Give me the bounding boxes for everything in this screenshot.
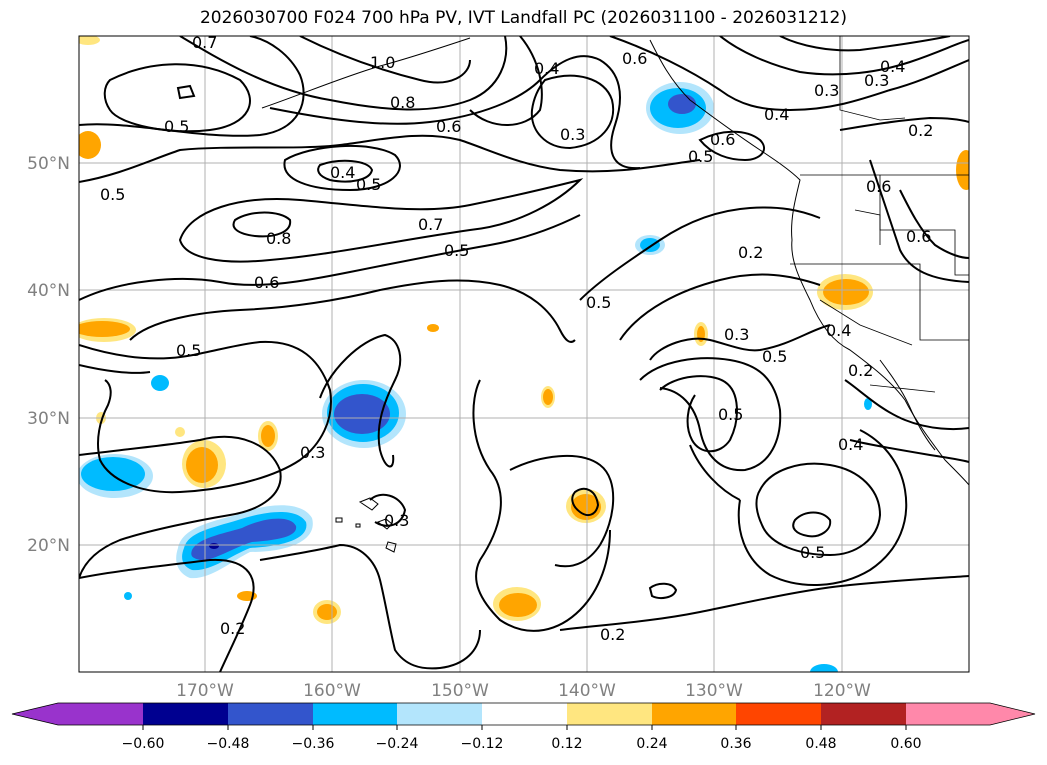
contour-label: 0.5 [100,185,125,204]
contour-label: 0.4 [330,163,355,182]
contour-label: 0.5 [176,341,201,360]
lon-label: 150°W [431,681,489,701]
contour-label: 0.5 [586,293,611,312]
contour-label: 0.3 [300,443,325,462]
colorbar-segment [313,703,397,725]
contour-label: 0.8 [266,229,291,248]
contour-label: 0.2 [738,243,763,262]
colorbar-tick: 0.36 [720,736,751,752]
colorbar-tick: −0.60 [122,736,165,752]
contour-label: 0.5 [688,147,713,166]
colorbar-segment [652,703,736,725]
colorbar-segment [228,703,313,725]
colorbar-segment [482,703,567,725]
lat-label: 50°N [27,154,70,174]
colorbar-segment [736,703,821,725]
contour-label: 0.4 [838,435,863,454]
lon-label: 130°W [685,681,743,701]
contour-label: 0.4 [764,105,789,124]
colorbar-segment [906,703,990,725]
contour-label: 0.7 [418,215,443,234]
colorbar-segment [397,703,482,725]
colorbar-segment [567,703,652,725]
contour-label: 1.0 [370,53,395,72]
lon-labels: 170°W 160°W 150°W 140°W 130°W 120°W [176,681,871,701]
colorbar-tick: −0.48 [207,736,250,752]
contour-label: 0.8 [390,93,415,112]
contour-label: 0.6 [906,227,931,246]
contour-label: 0.2 [600,625,625,644]
colorbar-segment [821,703,906,725]
contour-label: 0.5 [164,117,189,136]
contour-label: 0.5 [444,241,469,260]
contour-label: 0.3 [724,325,749,344]
contour-label: 0.5 [762,347,787,366]
colorbar-tick: −0.36 [292,736,335,752]
colorbar-segment [58,703,143,725]
colorbar-tick: 0.24 [636,736,667,752]
colorbar-under [12,703,58,725]
colorbar-tick: 0.12 [551,736,582,752]
colorbar: −0.60 −0.48 −0.36 −0.24 −0.12 0.12 0.24 … [11,702,1036,752]
pv-contours [79,36,969,672]
contour-label: 0.3 [814,81,839,100]
colorbar-tick: 0.60 [890,736,921,752]
contour-label: 0.2 [220,619,245,638]
lat-label: 40°N [27,281,70,301]
contour-label: 0.4 [826,321,851,340]
contour-label: 0.6 [254,273,279,292]
contour-label: 0.3 [560,125,585,144]
contour-label: 0.5 [718,405,743,424]
contour-label: 0.2 [908,121,933,140]
contour-label: 0.5 [356,175,381,194]
contour-label: 0.5 [800,543,825,562]
contour-label: 0.6 [866,177,891,196]
shaded-anomalies [79,36,969,672]
contour-label: 0.3 [864,71,889,90]
colorbar-tick: 0.48 [805,736,836,752]
contour-labels: 0.7 1.0 0.8 0.5 0.6 0.4 0.3 0.6 0.6 0.5 … [100,33,933,644]
lon-label: 170°W [176,681,234,701]
contour-label: 0.6 [622,49,647,68]
contour-label: 0.4 [534,59,559,78]
contour-label: 0.7 [192,33,217,52]
map-border [78,35,970,673]
contour-label: 0.4 [880,57,905,76]
contour-label: 0.6 [710,130,735,149]
map-title: 2026030700 F024 700 hPa PV, IVT Landfall… [199,8,847,28]
contour-label: 0.3 [384,511,409,530]
colorbar-segment [143,703,228,725]
lat-label: 20°N [27,536,70,556]
lat-labels: 50°N 40°N 30°N 20°N [27,154,70,556]
colorbar-tick: −0.24 [376,736,419,752]
contour-label: 0.2 [848,361,873,380]
lat-label: 30°N [27,409,70,429]
lon-label: 140°W [558,681,616,701]
contour-label: 0.6 [436,117,461,136]
colorbar-over [990,703,1035,725]
colorbar-tick: −0.12 [461,736,504,752]
lon-label: 160°W [303,681,361,701]
lon-label: 120°W [813,681,871,701]
map-background [79,36,969,672]
